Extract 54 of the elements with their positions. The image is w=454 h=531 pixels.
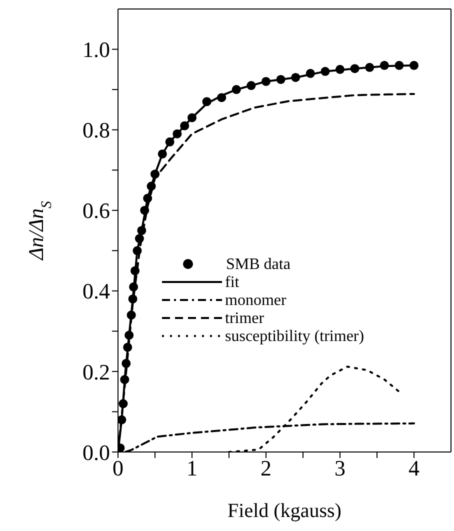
point xyxy=(120,375,130,384)
point xyxy=(122,358,131,368)
point xyxy=(217,93,226,102)
point xyxy=(172,129,182,138)
point xyxy=(129,282,138,292)
y-tick-label: 0.0 xyxy=(82,440,110,465)
point xyxy=(187,113,197,122)
x-tick-label: 2 xyxy=(260,456,272,481)
x-tick-label: 1 xyxy=(186,456,198,481)
y-tick-label: 0.2 xyxy=(82,359,110,384)
legend-label: fit xyxy=(225,274,240,291)
point xyxy=(365,62,374,72)
y-tick-label: 1.0 xyxy=(82,37,110,62)
x-tick-label: 0 xyxy=(112,456,124,481)
point xyxy=(143,194,152,203)
point xyxy=(276,74,286,84)
point xyxy=(180,121,190,130)
point xyxy=(158,149,167,158)
point xyxy=(150,170,160,179)
point xyxy=(118,415,126,424)
point xyxy=(320,66,330,76)
point xyxy=(291,72,300,82)
point xyxy=(118,399,128,408)
point xyxy=(380,60,389,70)
point xyxy=(246,81,256,90)
y-tick-label: 0.8 xyxy=(82,118,110,143)
point xyxy=(306,68,315,78)
y-tick-label: 0.4 xyxy=(82,278,110,304)
point xyxy=(140,206,150,215)
point xyxy=(335,64,345,74)
point xyxy=(394,60,404,70)
point xyxy=(409,60,419,70)
point xyxy=(146,182,156,191)
point xyxy=(261,76,271,86)
point xyxy=(123,342,132,352)
x-tick-label: 3 xyxy=(334,456,346,481)
point xyxy=(165,137,174,146)
legend-label: trimer xyxy=(225,310,265,327)
point xyxy=(232,85,241,94)
legend-label: SMB data xyxy=(226,256,290,273)
point xyxy=(132,246,142,256)
legend-label: susceptibility (trimer) xyxy=(225,328,364,345)
point xyxy=(126,310,136,320)
x-axis-title: Field (kgauss) xyxy=(228,500,342,522)
x-tick-label: 4 xyxy=(408,456,420,481)
point xyxy=(137,226,146,236)
point xyxy=(130,266,140,276)
y-tick-label: 0.6 xyxy=(82,198,110,224)
point xyxy=(128,294,138,304)
legend-label: monomer xyxy=(225,292,287,309)
point xyxy=(350,64,360,74)
point xyxy=(134,234,144,244)
point xyxy=(124,330,134,340)
point xyxy=(202,97,212,106)
